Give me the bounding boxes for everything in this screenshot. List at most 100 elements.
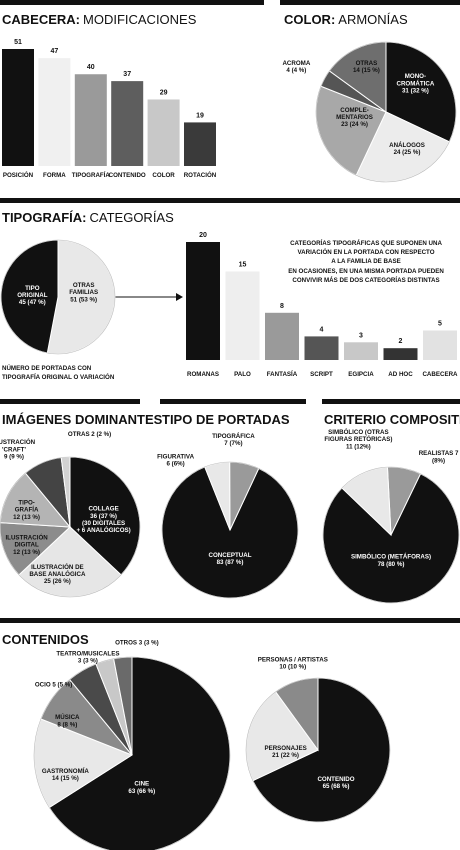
imagenes-slice-label: COLLAGE xyxy=(88,506,118,513)
tipo_portadas-pie-outline xyxy=(161,461,299,599)
criterio-slice-label: SIMBÓLICO (OTRAS xyxy=(328,428,389,436)
note-line: CATEGORÍAS TIPOGRÁFICAS QUE SUPONEN UNA xyxy=(290,239,442,247)
tipografia-bar xyxy=(265,312,299,360)
cabecera-category-label: TIPOGRAFÍA xyxy=(72,171,111,179)
tipografia-bar xyxy=(225,271,260,360)
imagenes-slice-label: GRAFÍA xyxy=(15,506,39,514)
cabecera-bar xyxy=(111,81,144,166)
tipo_portadas-slice-label: FIGURATIVA xyxy=(157,453,194,460)
contenidos_a-slice-label: 3 (3 %) xyxy=(78,658,98,665)
contenidos_a-pie-outline xyxy=(33,656,231,850)
cabecera-category-label: FORMA xyxy=(43,172,66,179)
color-slice-label: 4 (4 %) xyxy=(286,67,306,74)
rule-cabecera xyxy=(0,0,264,5)
tipo_portadas-slice-label: CONCEPTUAL xyxy=(209,552,252,559)
contenidos_a-slice-label: CINE xyxy=(134,781,149,788)
note-line: VARIACIÓN EN LA PORTADA CON RESPECTO xyxy=(297,248,434,256)
tipografia-note: CATEGORÍAS TIPOGRÁFICAS QUE SUPONEN UNA … xyxy=(288,239,444,284)
tipo_original-slice-label: 45 (47 %) xyxy=(19,299,46,306)
criterio-slice-label: (8%) xyxy=(432,457,445,464)
imagenes-slice-label: TIPO- xyxy=(18,499,35,506)
heading-tipo-portadas: TIPO DE PORTADAS xyxy=(162,412,290,427)
tipo_portadas-slice-label: 83 (87 %) xyxy=(217,559,244,566)
tipografia-category-label: CABECERA xyxy=(422,371,458,378)
color-slice-label: 24 (25 %) xyxy=(394,149,421,156)
imagenes-slice-label: DIGITAL xyxy=(14,542,39,549)
tipografia-bar-value: 8 xyxy=(280,303,284,310)
cabecera-bar-value: 47 xyxy=(51,48,59,55)
rule-color xyxy=(280,0,460,5)
rule-tipografia xyxy=(0,198,460,203)
imagenes-slice-label: ILUSTRACIÓN xyxy=(5,533,48,541)
cabecera-bar-value: 37 xyxy=(123,71,131,78)
tipo_original-slice-label: TIPO xyxy=(25,285,40,292)
tipografia-category-label: AD HOC xyxy=(388,371,413,378)
imagenes-slice-label: 36 (37 %) xyxy=(90,513,117,520)
cabecera-category-label: POSICIÓN xyxy=(3,171,34,179)
criterio-slice-label: REALISTAS 7 xyxy=(419,450,459,457)
contenidos_a-slice-label: 63 (66 %) xyxy=(128,788,155,795)
color-slice-label: COMPLE- xyxy=(340,107,369,114)
imagenes-slice-label: 12 (13 %) xyxy=(13,549,40,556)
imagenes-slice-label: 9 (9 %) xyxy=(4,454,24,461)
caption-line: NÚMERO DE PORTADAS CON xyxy=(2,365,92,372)
criterio-pie-chart: REALISTAS 7(8%) SIMBÓLICO (METÁFORAS)78 (… xyxy=(322,428,460,604)
caption-line: TIPOGRAFÍA ORIGINAL O VARIACIÓN xyxy=(2,373,115,381)
contenidos_a-slice-label: 14 (15 %) xyxy=(52,775,79,782)
imagenes-slice-label: (30 DIGITALES xyxy=(82,520,125,527)
imagenes-slice-label: 'CRAFT' xyxy=(2,446,26,453)
tipo_portadas-slice-label: 6 (6%) xyxy=(166,461,184,468)
cabecera-bar xyxy=(74,74,107,166)
imagenes-slice-label: BASE ANALÓGICA xyxy=(29,570,86,578)
imagenes-slice-label: 25 (26 %) xyxy=(44,578,71,585)
tipografia-category-label: PALO xyxy=(234,371,251,378)
criterio-slice-label: 78 (80 %) xyxy=(378,561,405,568)
contenidos_b-slice-label: 21 (22 %) xyxy=(272,752,299,759)
tipo_original-pie-outline xyxy=(0,239,116,355)
cabecera-bar xyxy=(2,49,34,166)
cabecera-bar-value: 19 xyxy=(196,112,204,119)
imagenes-slice-label: ILUSTRACIÓN xyxy=(0,438,36,446)
pie-caption: NÚMERO DE PORTADAS CON TIPOGRAFÍA ORIGIN… xyxy=(2,365,115,381)
criterio-slice-label: 11 (12%) xyxy=(346,443,371,450)
tipografia-bar-value: 2 xyxy=(399,338,403,345)
tipografia-bar-value: 3 xyxy=(359,332,363,339)
tipografia-bar xyxy=(383,348,418,360)
imagenes-pie-outline xyxy=(0,456,141,598)
tipografia-bar xyxy=(423,330,457,360)
contenidos_a-slice-label: GASTRONOMÍA xyxy=(42,767,90,775)
tipografia-bar-value: 15 xyxy=(239,262,247,269)
note-sub-line: EN OCASIONES, EN UNA MISMA PORTADA PUEDE… xyxy=(288,268,444,275)
contenidos_b-slice-label: PERSONAJES xyxy=(264,745,306,752)
rule-tipo-portadas xyxy=(160,399,306,404)
color-slice-label: 23 (24 %) xyxy=(341,121,368,128)
note-sub-line: CONVIVIR MÁS DE DOS CATEGORÍAS DISTINTAS xyxy=(292,276,439,284)
heading-tipografia: TIPOGRAFÍA: CATEGORÍAS xyxy=(2,210,174,225)
contenidos_b-slice-label: 65 (68 %) xyxy=(323,783,350,790)
tipografia-category-label: FANTASÍA xyxy=(267,370,298,378)
contenidos_a-slice-label: MÚSICA xyxy=(55,714,80,721)
imagenes-slice-label: + 6 ANALÓGICOS) xyxy=(76,526,130,534)
color-slice-label: MONO- xyxy=(405,73,426,80)
color-slice-label: OTRAS xyxy=(356,60,378,67)
rule-criterio xyxy=(322,399,460,404)
tipo_original-slice-label: OTRAS xyxy=(73,282,95,289)
heading-cabecera: CABECERA: MODIFICACIONES xyxy=(2,12,197,27)
cabecera-bar-value: 40 xyxy=(87,64,95,71)
color-slice-label: 31 (32 %) xyxy=(402,88,429,95)
arrow-head-icon xyxy=(176,293,183,301)
cabecera-bar-value: 51 xyxy=(14,39,22,46)
tipografia-bar xyxy=(186,242,220,360)
imagenes-slice-label: OTRAS 2 (2 %) xyxy=(68,431,111,438)
cabecera-category-label: ROTACIÓN xyxy=(184,171,217,179)
cabecera-bar xyxy=(147,99,180,166)
contenidos_b-slice-label: 10 (10 %) xyxy=(279,664,306,671)
contenidos_b-slice-label: PERSONAS / ARTISTAS xyxy=(258,656,328,663)
contenidos_a-slice-label: 8 (8 %) xyxy=(57,721,77,728)
cabecera-bar-chart: 51 POSICIÓN 47 FORMA 40 TIPOGRAFÍA 37 CONTENIDO… xyxy=(2,39,217,179)
connector-arrow xyxy=(105,293,183,301)
